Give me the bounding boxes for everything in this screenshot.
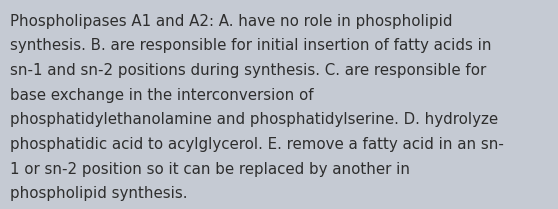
Text: synthesis. B. are responsible for initial insertion of fatty acids in: synthesis. B. are responsible for initia… (10, 38, 492, 53)
Text: sn-1 and sn-2 positions during synthesis. C. are responsible for: sn-1 and sn-2 positions during synthesis… (10, 63, 486, 78)
Text: 1 or sn-2 position so it can be replaced by another in: 1 or sn-2 position so it can be replaced… (10, 162, 410, 177)
Text: base exchange in the interconversion of: base exchange in the interconversion of (10, 88, 314, 103)
Text: phospholipid synthesis.: phospholipid synthesis. (10, 186, 187, 201)
Text: phosphatidic acid to acylglycerol. E. remove a fatty acid in an sn-: phosphatidic acid to acylglycerol. E. re… (10, 137, 504, 152)
Text: phosphatidylethanolamine and phosphatidylserine. D. hydrolyze: phosphatidylethanolamine and phosphatidy… (10, 112, 498, 127)
Text: Phospholipases A1 and A2: A. have no role in phospholipid: Phospholipases A1 and A2: A. have no rol… (10, 14, 453, 29)
